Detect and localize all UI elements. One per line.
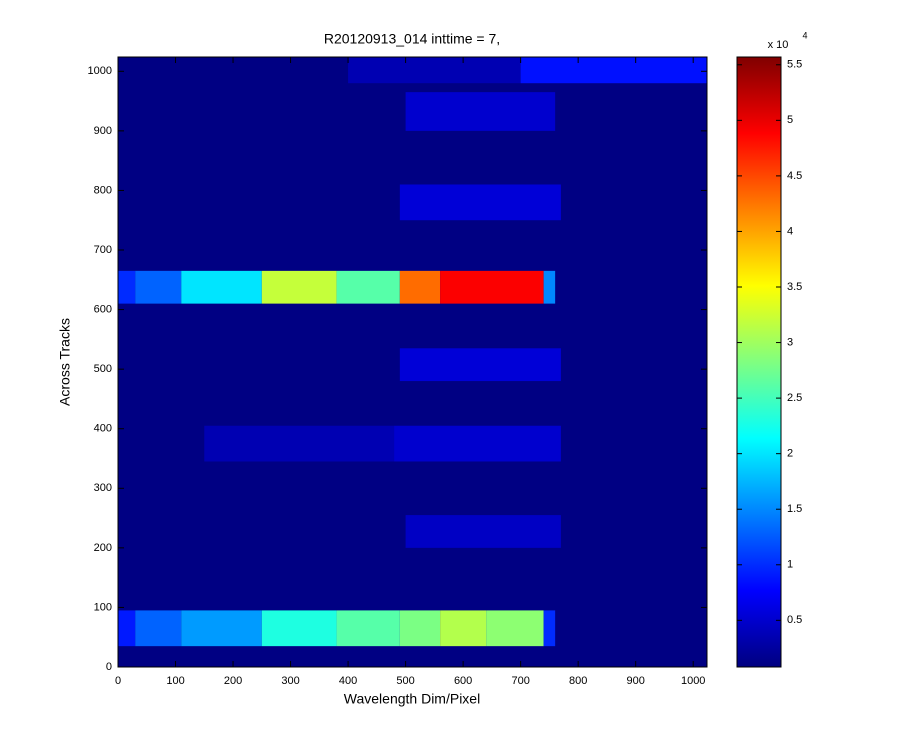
colorbar-tick-label: 2.5 [787,392,802,404]
x-tick-label: 100 [166,675,184,687]
heatmap-cell [543,270,556,304]
heatmap-cell [336,270,400,304]
heatmap-cell [399,184,561,221]
chart-title: R20120913_014 inttime = 7, [324,31,500,47]
colorbar-exponent: 4 [802,30,807,40]
heatmap-cell [261,610,337,647]
y-tick-label: 100 [94,601,112,613]
heatmap-cell [118,610,136,647]
x-tick-label: 300 [281,675,299,687]
heatmap-cell [204,425,395,462]
x-tick-label: 0 [115,675,121,687]
heatmap-cell [181,610,262,647]
y-tick-label: 1000 [88,65,112,77]
x-tick-label: 800 [569,675,587,687]
heatmap-cell [405,92,556,131]
y-tick-label: 400 [94,423,112,435]
y-tick-label: 800 [94,184,112,196]
x-tick-label: 400 [339,675,357,687]
heatmap [118,57,707,667]
y-tick-label: 600 [94,303,112,315]
colorbar [737,57,781,667]
colorbar-tick-label: 5.5 [787,59,802,71]
heatmap-cell [135,610,182,647]
x-axis-label: Wavelength Dim/Pixel [344,691,480,707]
plot-frame [117,56,708,668]
heatmap-cell [520,57,707,84]
colorbar-tick-label: 1 [787,559,793,571]
heatmap-cell [543,610,556,647]
heatmap-cell [348,57,521,84]
y-tick-label: 500 [94,363,112,375]
heatmap-cell [440,270,544,304]
colorbar-tick-label: 4 [787,225,793,237]
y-tick-label: 700 [94,244,112,256]
heatmap-cell [399,348,561,382]
colorbar-tick-label: 3.5 [787,281,802,293]
x-tick-label: 600 [454,675,472,687]
y-axis-label: Across Tracks [57,318,73,406]
heatmap-cell [261,270,337,304]
y-tick-label: 0 [106,661,112,673]
colorbar-tick-label: 1.5 [787,503,802,515]
colorbar-tick-label: 5 [787,114,793,126]
heatmap-cell [399,270,441,304]
colorbar-tick-label: 4.5 [787,170,802,182]
colorbar-tick-label: 2 [787,448,793,460]
heatmap-cell [405,515,561,548]
heatmap-cell [394,425,561,462]
heatmap-cell [399,610,441,647]
colorbar-frame [736,56,782,668]
colorbar-multiplier: x 10 [768,39,789,51]
colorbar-tick-label: 0.5 [787,614,802,626]
heatmap-cell [181,270,262,304]
y-tick-label: 300 [94,482,112,494]
heatmap-cell [135,270,182,304]
x-tick-label: 700 [511,675,529,687]
x-tick-label: 1000 [681,675,705,687]
heatmap-cell [118,270,136,304]
x-tick-label: 900 [626,675,644,687]
colorbar-tick-label: 3 [787,336,793,348]
heatmap-cell [440,610,487,647]
x-tick-label: 500 [396,675,414,687]
y-tick-label: 900 [94,125,112,137]
y-tick-label: 200 [94,542,112,554]
heatmap-cell [486,610,544,647]
x-tick-label: 200 [224,675,242,687]
heatmap-cell [336,610,400,647]
